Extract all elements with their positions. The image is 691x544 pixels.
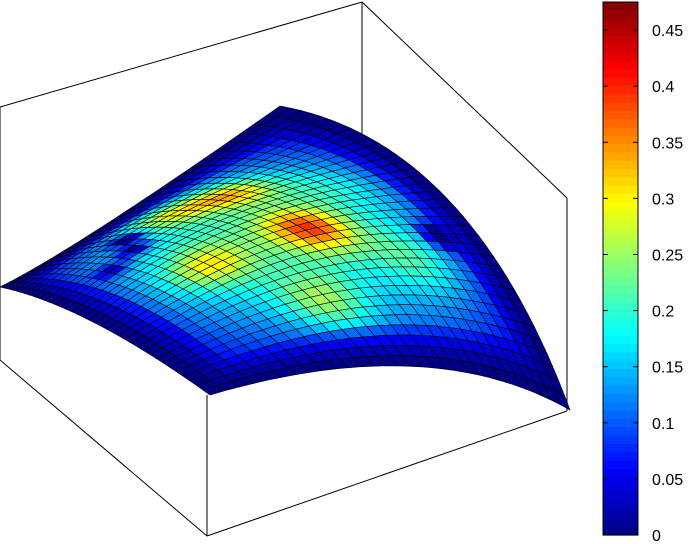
- colorbar-band: [603, 335, 638, 345]
- colorbar-band: [603, 435, 638, 444]
- colorbar-band: [603, 35, 638, 45]
- colorbar-band: [603, 10, 638, 20]
- colorbar-band: [603, 235, 638, 245]
- colorbar-band: [603, 501, 638, 511]
- colorbar-band: [603, 360, 638, 370]
- colorbar-band: [603, 226, 638, 236]
- colorbar-band: [603, 393, 638, 403]
- colorbar-band: [603, 276, 638, 286]
- colorbar-tick-label: 0.4: [652, 79, 674, 96]
- colorbar-band: [603, 343, 638, 353]
- colorbar-tick-label: 0.2: [652, 304, 674, 321]
- colorbar-band: [603, 401, 638, 411]
- colorbar-band: [603, 426, 638, 436]
- colorbar-band: [603, 18, 638, 28]
- colorbar-band: [603, 93, 638, 103]
- colorbar-band: [603, 193, 638, 203]
- colorbar-band: [603, 318, 638, 328]
- colorbar-ticks: 0 0.05 0.1 0.15 0.2 0.25 0.3 0.35 0.4 0.45: [603, 23, 683, 544]
- axes-box-front: [0, 359, 568, 537]
- colorbar-gradient: [603, 2, 638, 536]
- colorbar-band: [603, 201, 638, 211]
- colorbar-band: [603, 410, 638, 420]
- colorbar-band: [603, 26, 638, 36]
- colorbar-band: [603, 351, 638, 361]
- colorbar-band: [603, 460, 638, 469]
- colorbar-band: [603, 493, 638, 503]
- colorbar-band: [603, 168, 638, 178]
- colorbar-band: [603, 101, 638, 111]
- colorbar-tick-label: 0.45: [652, 23, 683, 40]
- colorbar-band: [603, 285, 638, 295]
- surface-plot: [0, 105, 571, 411]
- colorbar-band: [603, 451, 638, 461]
- colorbar-band: [603, 385, 638, 395]
- colorbar-band: [603, 293, 638, 303]
- colorbar-band: [603, 326, 638, 336]
- colorbar-band: [603, 218, 638, 228]
- colorbar-tick-label: 0.3: [652, 191, 674, 208]
- colorbar-band: [603, 85, 638, 95]
- colorbar-band: [603, 68, 638, 78]
- colorbar-tick-label: 0.1: [652, 416, 674, 433]
- colorbar-band: [603, 510, 638, 519]
- colorbar-tick-label: 0: [652, 528, 661, 544]
- colorbar-band: [603, 60, 638, 70]
- colorbar-band: [603, 518, 638, 528]
- colorbar-band: [603, 210, 638, 220]
- colorbar-band: [603, 135, 638, 145]
- colorbar-band: [603, 160, 638, 170]
- colorbar-frame: [602, 1, 639, 536]
- colorbar-band: [603, 418, 638, 428]
- colorbar-band: [603, 310, 638, 320]
- colorbar-tick-label: 0.05: [652, 472, 683, 489]
- colorbar: 0 0.05 0.1 0.15 0.2 0.25 0.3 0.35 0.4 0.45: [602, 1, 683, 544]
- surface-face: [202, 385, 226, 396]
- colorbar-band: [603, 468, 638, 478]
- colorbar-tick-label: 0.35: [652, 135, 683, 152]
- colorbar-band: [603, 368, 638, 378]
- colorbar-band: [603, 118, 638, 128]
- colorbar-band: [603, 185, 638, 195]
- colorbar-band: [603, 268, 638, 278]
- colorbar-tick-label: 0.15: [652, 360, 683, 377]
- colorbar-band: [603, 2, 638, 11]
- colorbar-band: [603, 110, 638, 120]
- colorbar-band: [603, 76, 638, 86]
- colorbar-tick-label: 0.25: [652, 247, 683, 264]
- colorbar-band: [603, 301, 638, 311]
- colorbar-band: [603, 376, 638, 386]
- colorbar-band: [603, 126, 638, 136]
- colorbar-band: [603, 443, 638, 453]
- colorbar-band: [603, 43, 638, 53]
- colorbar-band: [603, 176, 638, 186]
- colorbar-band: [603, 151, 638, 161]
- colorbar-band: [603, 51, 638, 61]
- colorbar-band: [603, 143, 638, 153]
- colorbar-band: [603, 476, 638, 486]
- colorbar-band: [603, 243, 638, 253]
- colorbar-band: [603, 526, 638, 536]
- colorbar-band: [603, 260, 638, 270]
- axes-box-back: [0, 1, 568, 411]
- colorbar-band: [603, 485, 638, 494]
- colorbar-band: [603, 251, 638, 261]
